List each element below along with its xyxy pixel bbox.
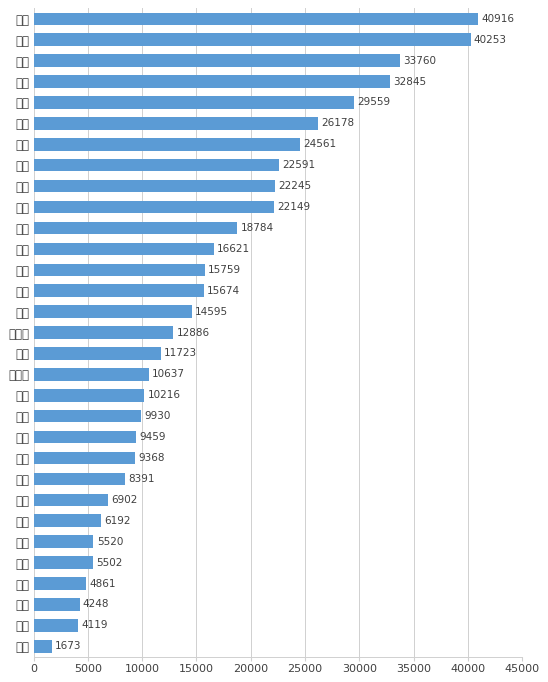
Text: 22245: 22245	[278, 181, 311, 191]
Text: 18784: 18784	[241, 223, 274, 233]
Bar	[33, 201, 274, 213]
Text: 10637: 10637	[152, 370, 185, 379]
Text: 10216: 10216	[147, 390, 181, 400]
Bar	[33, 284, 204, 297]
Text: 9930: 9930	[145, 411, 171, 421]
Bar	[33, 473, 124, 485]
Bar	[33, 159, 279, 171]
Text: 40253: 40253	[474, 35, 507, 45]
Bar	[33, 451, 135, 464]
Bar	[33, 619, 78, 632]
Bar	[33, 55, 400, 67]
Text: 5502: 5502	[96, 558, 123, 567]
Bar	[33, 243, 214, 255]
Text: 26178: 26178	[321, 119, 354, 128]
Text: 6192: 6192	[104, 516, 130, 526]
Text: 5520: 5520	[96, 537, 123, 547]
Text: 4119: 4119	[82, 621, 108, 630]
Bar	[33, 222, 237, 234]
Text: 14595: 14595	[195, 307, 229, 316]
Text: 29559: 29559	[358, 98, 391, 108]
Text: 22591: 22591	[282, 160, 315, 170]
Text: 4861: 4861	[89, 578, 116, 589]
Text: 6902: 6902	[112, 495, 138, 505]
Text: 32845: 32845	[393, 76, 426, 87]
Bar	[33, 180, 275, 192]
Text: 11723: 11723	[164, 349, 197, 359]
Text: 40916: 40916	[481, 14, 514, 24]
Bar	[33, 640, 52, 653]
Bar	[33, 75, 390, 88]
Text: 9368: 9368	[139, 453, 165, 463]
Text: 12886: 12886	[176, 327, 210, 338]
Bar	[33, 431, 136, 443]
Bar	[33, 368, 149, 381]
Bar	[33, 33, 471, 46]
Bar	[33, 306, 192, 318]
Text: 22149: 22149	[277, 202, 310, 212]
Text: 4248: 4248	[83, 599, 110, 610]
Bar	[33, 557, 93, 569]
Text: 24561: 24561	[304, 139, 336, 149]
Bar	[33, 577, 86, 590]
Bar	[33, 410, 141, 422]
Text: 8391: 8391	[128, 474, 155, 484]
Bar	[33, 494, 109, 506]
Text: 16621: 16621	[217, 244, 250, 254]
Bar	[33, 389, 145, 402]
Bar	[33, 347, 161, 359]
Bar	[33, 535, 94, 548]
Text: 9459: 9459	[139, 432, 166, 442]
Bar	[33, 326, 173, 339]
Bar	[33, 138, 300, 151]
Text: 1673: 1673	[55, 641, 82, 651]
Bar	[33, 96, 355, 108]
Text: 15674: 15674	[207, 286, 240, 296]
Bar	[33, 263, 204, 276]
Text: 33760: 33760	[403, 56, 436, 65]
Bar	[33, 598, 79, 610]
Bar	[33, 12, 478, 25]
Text: 15759: 15759	[208, 265, 241, 275]
Bar	[33, 514, 101, 527]
Bar	[33, 117, 318, 130]
